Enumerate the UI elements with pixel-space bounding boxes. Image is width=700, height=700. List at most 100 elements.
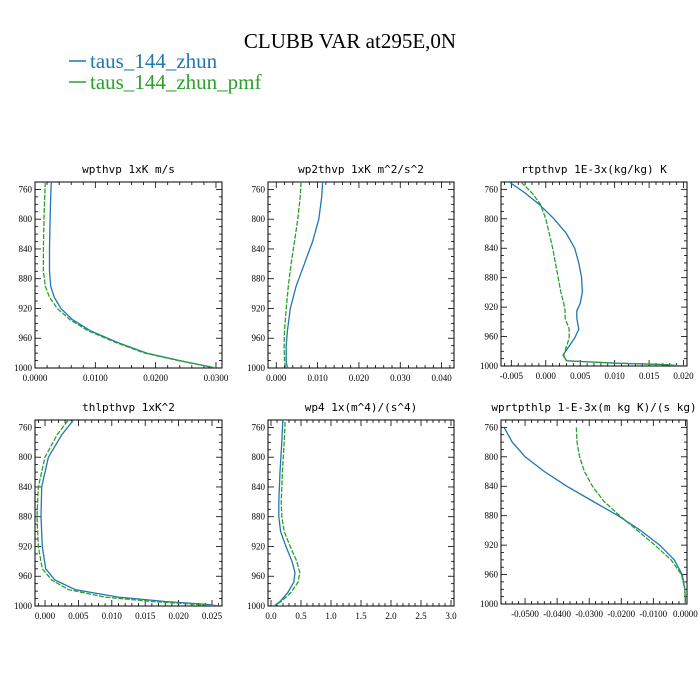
- y-tick-label: 760: [485, 184, 499, 194]
- plot-frame: [267, 181, 455, 369]
- x-tick-label: 0.010: [605, 371, 626, 381]
- panel-title: wprtpthlp 1-E-3x(m kg K)/(s kg): [491, 401, 696, 414]
- plot-frame: [34, 181, 223, 369]
- y-tick-label: 840: [252, 244, 266, 254]
- x-tick-label: 0.0200: [143, 373, 168, 383]
- panel-1: wpthvp 1xK m/s 760 800 840 880 920 960 10000.00…: [14, 163, 229, 383]
- panel-title: thlpthvp 1xK^2: [82, 401, 175, 414]
- series-line-zhun: [285, 182, 324, 368]
- y-tick-label: 1000: [14, 601, 33, 611]
- x-tick-label: 2.0: [385, 611, 397, 621]
- x-tick-label: -0.0300: [575, 609, 603, 619]
- y-tick-label: 960: [485, 332, 499, 342]
- figure-title: CLUBB VAR at295E,0N: [244, 29, 456, 53]
- y-tick-label: 960: [252, 571, 266, 581]
- panel-5: wp4 1x(m^4)/(s^4)76080084088092096010000…: [247, 401, 457, 621]
- series-line-zhun-pmf: [273, 420, 301, 606]
- series-line-zhun-pmf: [575, 427, 687, 604]
- y-tick-label: 960: [19, 571, 33, 581]
- panel-3: rtpthvp 1E-3x(kg/kg) K 760 800 840 880 920 960…: [480, 163, 694, 381]
- y-tick-label: 920: [19, 541, 33, 551]
- y-tick-label: 840: [485, 243, 499, 253]
- x-tick-label: 0.0000: [673, 609, 698, 619]
- y-tick-label: 880: [252, 512, 266, 522]
- y-tick-label: 1000: [247, 363, 266, 373]
- panel-6: wprtpthlp 1-E-3x(m kg K)/(s kg) 760 800 840…: [480, 401, 698, 619]
- panels: wpthvp 1xK m/s76080084088092096010000.00…: [14, 163, 698, 621]
- plot-frame: [500, 181, 688, 367]
- y-tick-label: 960: [252, 333, 266, 343]
- x-tick-label: -0.0100: [639, 609, 667, 619]
- y-tick-label: 1000: [247, 601, 266, 611]
- series-line-zhun: [508, 182, 684, 366]
- x-tick-label: 0.005: [570, 371, 591, 381]
- x-tick-label: 0.0000: [23, 373, 48, 383]
- y-tick-label: 760: [485, 422, 499, 432]
- y-tick-label: 800: [252, 452, 266, 462]
- series-line-zhun: [48, 182, 217, 368]
- legend: taus_144_zhun taus_144_zhun_pmf: [69, 49, 261, 94]
- series-line-zhun: [40, 420, 219, 606]
- legend-label-zhun: taus_144_zhun: [90, 49, 218, 73]
- x-tick-label: 0.020: [673, 371, 694, 381]
- plot-frame: [267, 419, 455, 607]
- y-tick-label: 880: [252, 274, 266, 284]
- y-tick-label: 1000: [480, 361, 499, 371]
- x-tick-label: -0.005: [500, 371, 524, 381]
- x-tick-label: 0.010: [102, 611, 123, 621]
- plot-frame: [500, 419, 688, 605]
- panel-title: wp4 1x(m^4)/(s^4): [305, 401, 418, 414]
- series-line-zhun-pmf: [283, 182, 302, 368]
- y-tick-label: 920: [485, 302, 499, 312]
- series-line-zhun-pmf: [42, 182, 216, 368]
- x-tick-label: -0.0400: [543, 609, 571, 619]
- series-line-zhun: [503, 427, 687, 604]
- x-tick-label: 0.030: [390, 373, 411, 383]
- x-tick-label: 0.5: [295, 611, 307, 621]
- y-tick-label: 1000: [14, 363, 33, 373]
- x-tick-label: 0.040: [431, 373, 452, 383]
- x-tick-label: 0.020: [168, 611, 189, 621]
- x-tick-label: 0.000: [35, 611, 56, 621]
- x-tick-label: -0.0500: [511, 609, 539, 619]
- y-tick-label: 800: [19, 452, 33, 462]
- x-tick-label: 0.0: [265, 611, 277, 621]
- x-tick-label: -0.0200: [607, 609, 635, 619]
- y-tick-label: 840: [19, 482, 33, 492]
- y-tick-label: 800: [485, 214, 499, 224]
- x-tick-label: 0.020: [349, 373, 370, 383]
- x-tick-label: 0.000: [536, 371, 557, 381]
- y-tick-label: 760: [252, 184, 266, 194]
- series-line-zhun-pmf: [520, 182, 684, 366]
- panel-title: wpthvp 1xK m/s: [82, 163, 175, 176]
- panel-2: wp2thvp 1xK m^2/s^2 760 800 840 880 920 960 100…: [247, 163, 455, 383]
- x-tick-label: 2.5: [415, 611, 427, 621]
- x-tick-label: 0.0100: [83, 373, 108, 383]
- x-tick-label: 0.010: [307, 373, 328, 383]
- y-tick-label: 760: [252, 422, 266, 432]
- y-tick-label: 920: [19, 303, 33, 313]
- x-tick-label: 0.025: [202, 611, 223, 621]
- y-tick-label: 920: [252, 541, 266, 551]
- x-tick-label: 0.000: [266, 373, 287, 383]
- x-tick-label: 3.0: [445, 611, 457, 621]
- y-tick-label: 880: [485, 273, 499, 283]
- x-tick-label: 1.5: [355, 611, 367, 621]
- y-tick-label: 800: [19, 214, 33, 224]
- y-tick-label: 880: [485, 511, 499, 521]
- series-line-zhun: [273, 420, 296, 606]
- series-line-zhun-pmf: [36, 420, 216, 606]
- y-tick-label: 920: [485, 540, 499, 550]
- x-tick-label: 1.0: [325, 611, 337, 621]
- x-tick-label: 0.0300: [204, 373, 229, 383]
- y-tick-label: 840: [252, 482, 266, 492]
- y-tick-label: 800: [252, 214, 266, 224]
- y-tick-label: 840: [19, 244, 33, 254]
- y-tick-label: 960: [485, 570, 499, 580]
- x-tick-label: 0.005: [68, 611, 89, 621]
- y-tick-label: 920: [252, 303, 266, 313]
- y-tick-label: 880: [19, 274, 33, 284]
- y-tick-label: 760: [19, 184, 33, 194]
- y-tick-label: 840: [485, 481, 499, 491]
